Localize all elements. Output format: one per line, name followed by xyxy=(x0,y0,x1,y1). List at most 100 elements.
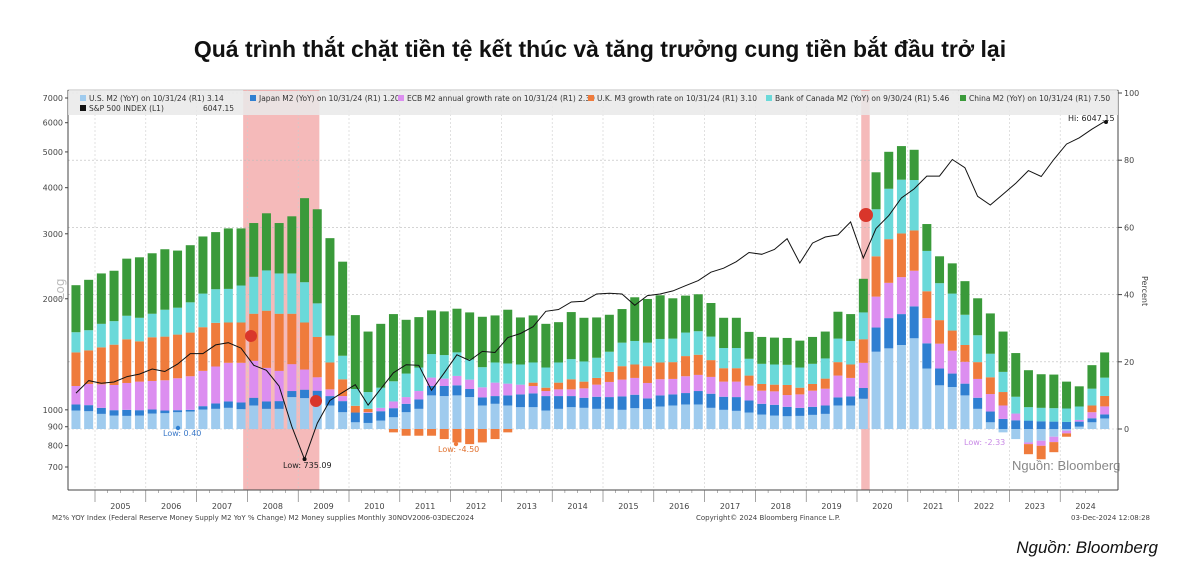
bar-segment xyxy=(414,429,424,436)
legend-item: China M2 (YoY) on 10/31/24 (R1) 7.50 xyxy=(969,94,1110,103)
bar-segment xyxy=(541,396,551,411)
bar-segment xyxy=(198,236,208,294)
bar-segment xyxy=(350,422,360,429)
bar-segment xyxy=(1011,420,1021,429)
bar-segment xyxy=(731,410,741,429)
bar-segment xyxy=(655,295,665,339)
bar-segment xyxy=(160,336,170,381)
bar-segment xyxy=(795,340,805,368)
bar-segment xyxy=(515,407,525,429)
bar-segment xyxy=(401,429,411,436)
bar-segment xyxy=(388,401,398,409)
bar-segment xyxy=(236,285,246,323)
bar-segment xyxy=(782,364,792,385)
bar-segment xyxy=(960,395,970,429)
bar-segment xyxy=(973,408,983,429)
bar-segment xyxy=(134,415,144,429)
left-tick-label: 2000 xyxy=(43,295,63,304)
bar-segment xyxy=(1087,388,1097,406)
bar-segment xyxy=(1049,442,1059,453)
bar-segment xyxy=(782,406,792,417)
bar-segment xyxy=(554,322,564,363)
bar-segment xyxy=(846,396,856,406)
bar-segment xyxy=(719,368,729,382)
bar-segment xyxy=(96,273,106,324)
bar-segment xyxy=(249,223,259,277)
bar-segment xyxy=(973,335,983,363)
bar-segment xyxy=(858,312,868,340)
bar-segment xyxy=(1074,406,1084,420)
bar-segment xyxy=(579,407,589,429)
bar-segment xyxy=(84,350,94,384)
x-tick-label: 2022 xyxy=(974,502,994,511)
bar-segment xyxy=(211,289,221,323)
bar-segment xyxy=(1062,408,1072,422)
bar-segment xyxy=(896,314,906,345)
bar-segment xyxy=(439,385,449,397)
bar-segment xyxy=(681,404,691,429)
bar-segment xyxy=(896,277,906,315)
bar-segment xyxy=(668,394,678,406)
left-tick-label: 6000 xyxy=(43,119,63,128)
bar-segment xyxy=(922,250,932,292)
bar-segment xyxy=(884,318,894,349)
bar-segment xyxy=(998,418,1008,429)
bar-segment xyxy=(858,339,868,363)
bar-segment xyxy=(490,429,500,440)
bar-segment xyxy=(985,422,995,429)
bar-segment xyxy=(1074,421,1084,427)
bar-segment xyxy=(376,407,386,412)
bar-segment xyxy=(655,406,665,429)
bar-segment xyxy=(388,314,398,382)
bar-segment xyxy=(719,396,729,410)
bar-segment xyxy=(388,417,398,429)
bar-segment xyxy=(515,364,525,385)
bar-segment xyxy=(1062,381,1072,409)
bar-segment xyxy=(998,331,1008,372)
x-tick-label: 2015 xyxy=(618,502,638,511)
bar-segment xyxy=(1100,395,1110,407)
bar-segment xyxy=(414,367,424,392)
bar-segment xyxy=(884,282,894,319)
left-tick-label: 5000 xyxy=(43,148,63,157)
bar-segment xyxy=(414,399,424,409)
annotation-uk-low-marker xyxy=(453,441,459,447)
bar-segment xyxy=(884,239,894,283)
bar-segment xyxy=(325,405,335,429)
annotation-ecb-low: Low: -2.33 xyxy=(964,438,1005,447)
bar-segment xyxy=(985,313,995,354)
bar-segment xyxy=(782,384,792,396)
bar-segment xyxy=(376,387,386,408)
left-tick-label: 800 xyxy=(48,442,63,451)
bar-segment xyxy=(579,388,589,398)
bar-segment xyxy=(376,411,386,421)
x-tick-label: 2010 xyxy=(364,502,384,511)
bar-segment xyxy=(1074,386,1084,407)
bar-segment xyxy=(249,405,259,429)
bar-segment xyxy=(1011,429,1021,440)
x-tick-label: 2005 xyxy=(110,502,130,511)
bar-segment xyxy=(858,362,868,389)
bar-segment xyxy=(401,412,411,429)
bar-segment xyxy=(490,362,500,383)
bar-segment xyxy=(846,340,856,365)
bar-segment xyxy=(630,408,640,429)
bar-segment xyxy=(566,407,576,429)
left-tick-label: 1000 xyxy=(43,406,63,415)
bar-segment xyxy=(973,378,983,398)
bar-segment xyxy=(579,361,589,382)
bar-segment xyxy=(782,416,792,429)
bar-segment xyxy=(223,288,233,323)
bar-segment xyxy=(261,401,271,409)
bar-segment xyxy=(287,391,297,398)
bar-segment xyxy=(744,412,754,429)
left-tick-label: 4000 xyxy=(43,184,63,193)
bar-segment xyxy=(223,401,233,408)
bar-segment xyxy=(338,261,348,356)
bar-segment xyxy=(820,413,830,429)
bar-segment xyxy=(693,404,703,429)
bar-segment xyxy=(642,342,652,367)
bar-segment xyxy=(769,364,779,385)
bar-segment xyxy=(84,279,94,331)
bar-segment xyxy=(96,347,106,385)
